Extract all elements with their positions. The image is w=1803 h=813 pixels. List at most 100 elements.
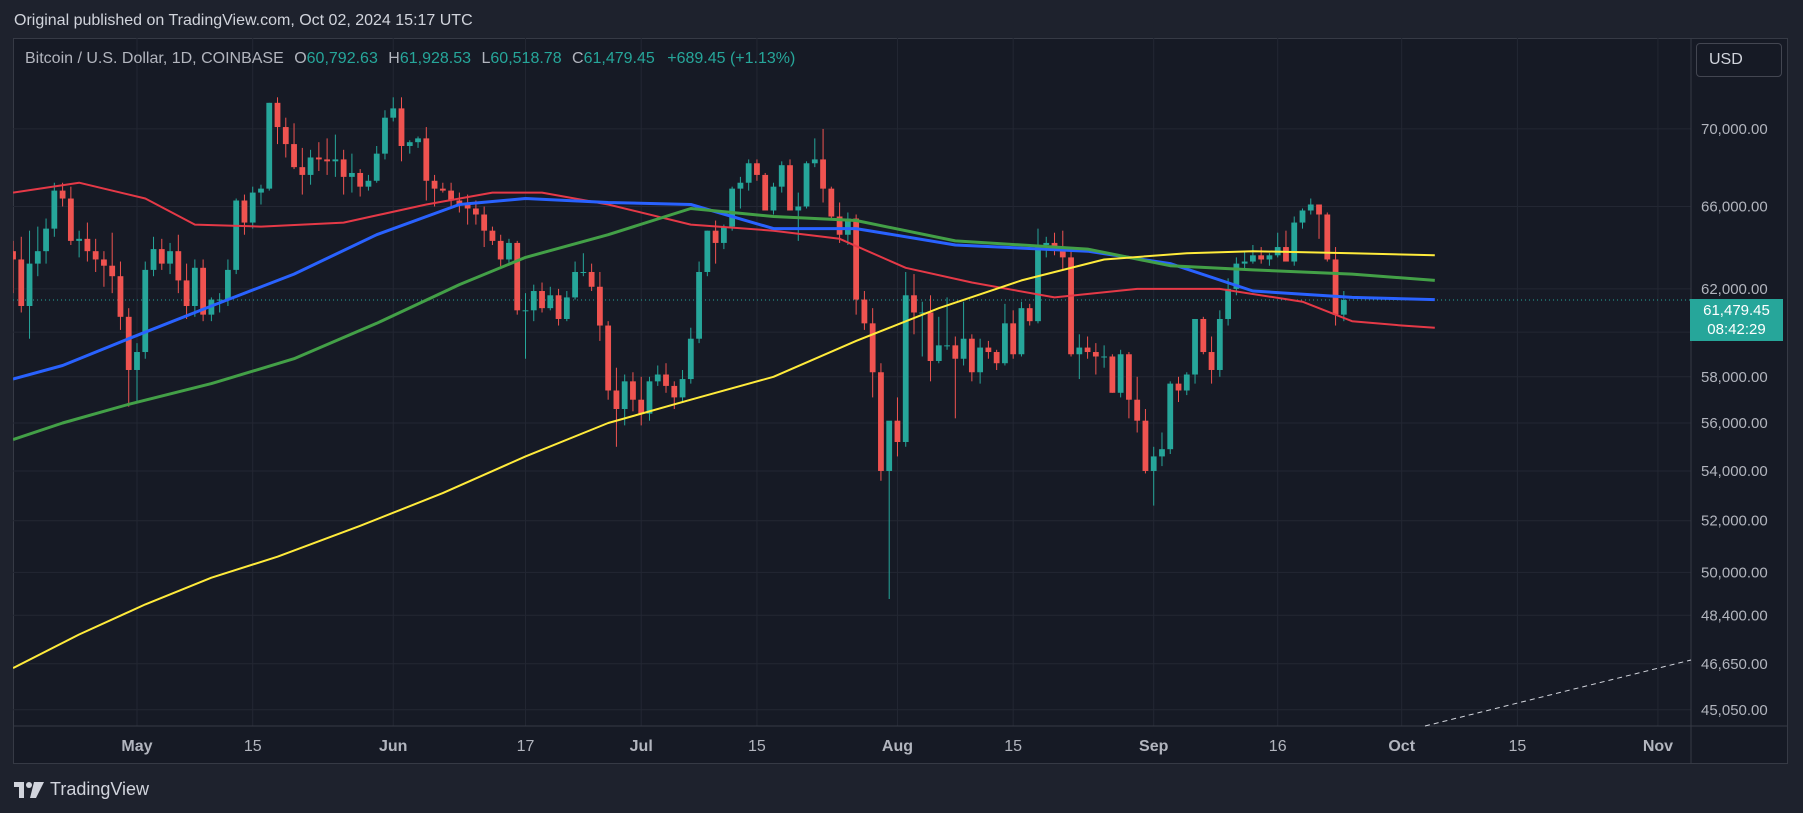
candle-body bbox=[398, 108, 405, 146]
candle-body bbox=[828, 188, 835, 217]
price-tick-label: 46,650.00 bbox=[1701, 656, 1768, 673]
low-label: L bbox=[481, 50, 491, 67]
brand-name: TradingView bbox=[50, 779, 150, 799]
candle-body bbox=[415, 138, 421, 143]
candle-body bbox=[1126, 354, 1132, 400]
tradingview-brand[interactable]: TradingView bbox=[14, 779, 149, 800]
candle-body bbox=[1043, 242, 1050, 245]
last-price-label: 61,479.45 08:42:29 bbox=[1690, 299, 1783, 341]
candle-body bbox=[737, 182, 744, 189]
candle-body bbox=[431, 180, 438, 189]
candle-body bbox=[638, 399, 645, 414]
moving-average-green-line bbox=[13, 207, 1435, 442]
candle-body bbox=[795, 206, 802, 211]
close-value: 61,479.45 bbox=[583, 50, 655, 67]
candle-body bbox=[1117, 354, 1124, 393]
candle-body bbox=[555, 295, 562, 319]
candle-body bbox=[406, 142, 413, 146]
candle-body bbox=[117, 276, 124, 317]
candle-body bbox=[803, 163, 810, 207]
candle-body bbox=[762, 174, 769, 211]
candle-body bbox=[919, 312, 926, 314]
candle-body bbox=[754, 163, 760, 175]
candle-body bbox=[836, 216, 843, 235]
candle-body bbox=[654, 374, 661, 382]
candle-body bbox=[687, 338, 694, 380]
candle-body bbox=[158, 249, 165, 264]
candle-body bbox=[390, 108, 397, 118]
candle-body bbox=[291, 144, 297, 168]
candle-body bbox=[572, 271, 578, 298]
candle-body bbox=[1059, 247, 1066, 258]
candle-body bbox=[439, 188, 446, 191]
candle-body bbox=[84, 238, 91, 252]
candle-body bbox=[357, 172, 364, 187]
candle-body bbox=[514, 242, 521, 311]
candle-body bbox=[183, 280, 190, 307]
price-tick-label: 66,000.00 bbox=[1701, 198, 1768, 215]
candle-body bbox=[886, 420, 893, 471]
candle-body bbox=[134, 352, 140, 370]
candle-body bbox=[993, 352, 1000, 364]
candle-body bbox=[1142, 420, 1149, 471]
candle-body bbox=[679, 379, 686, 398]
date-tick-label: 15 bbox=[1509, 738, 1527, 755]
candle-body bbox=[1316, 204, 1322, 215]
candle-body bbox=[1225, 288, 1231, 319]
candle-body bbox=[1175, 383, 1182, 391]
price-chart[interactable]: 70,000.0066,000.0062,000.0060,000.0058,0… bbox=[13, 38, 1788, 764]
candle-body bbox=[1307, 204, 1314, 211]
candle-body bbox=[1159, 449, 1165, 457]
candle-body bbox=[1035, 244, 1041, 322]
candle-body bbox=[613, 390, 620, 409]
candle-body bbox=[1092, 352, 1099, 357]
date-tick-label: Nov bbox=[1643, 738, 1673, 755]
candle-body bbox=[274, 102, 281, 128]
close-label: C bbox=[572, 50, 584, 67]
candle-body bbox=[150, 249, 157, 270]
date-tick-label: 15 bbox=[748, 738, 766, 755]
candle-body bbox=[1200, 318, 1207, 353]
candle-body bbox=[1109, 356, 1116, 393]
candle-body bbox=[349, 172, 355, 177]
date-tick-label: Jul bbox=[630, 738, 653, 755]
candle-body bbox=[373, 153, 380, 181]
candle-body bbox=[1241, 261, 1248, 264]
candle-body bbox=[456, 200, 463, 205]
moving-average-blue-line bbox=[13, 197, 1435, 381]
date-tick-label: 15 bbox=[244, 738, 262, 755]
date-tick-label: Aug bbox=[882, 738, 913, 755]
candle-body bbox=[1258, 255, 1265, 260]
candle-body bbox=[109, 265, 116, 277]
candle-body bbox=[1084, 347, 1091, 353]
high-label: H bbox=[388, 50, 400, 67]
candle-body bbox=[324, 159, 331, 162]
currency-button[interactable]: USD bbox=[1696, 43, 1782, 77]
candle-body bbox=[894, 420, 901, 443]
candle-body bbox=[522, 310, 529, 312]
candle-body bbox=[844, 218, 851, 235]
candle-body bbox=[1266, 255, 1273, 260]
candle-body bbox=[712, 230, 719, 243]
change-value: +689.45 (+1.13%) bbox=[667, 50, 796, 67]
candle-body bbox=[1332, 259, 1339, 315]
candle-body bbox=[382, 117, 388, 154]
candle-body bbox=[13, 251, 16, 260]
candle-body bbox=[67, 198, 74, 241]
price-tick-label: 50,000.00 bbox=[1701, 564, 1768, 581]
candle-body bbox=[258, 188, 264, 193]
candle-body bbox=[663, 374, 669, 386]
candle-body bbox=[720, 226, 727, 243]
open-label: O bbox=[294, 50, 307, 67]
open-value: 60,792.63 bbox=[306, 50, 378, 67]
candle-body bbox=[745, 163, 752, 183]
candle-body bbox=[307, 157, 314, 175]
tradingview-logo-icon bbox=[14, 781, 44, 798]
candle-body bbox=[704, 230, 711, 272]
candle-body bbox=[1026, 308, 1033, 322]
price-tick-label: 56,000.00 bbox=[1701, 415, 1768, 432]
candle-body bbox=[563, 297, 570, 319]
candle-body bbox=[1299, 210, 1306, 223]
candle-body bbox=[547, 295, 554, 309]
symbol-title[interactable]: Bitcoin / U.S. Dollar, 1D, COINBASE bbox=[25, 50, 284, 67]
